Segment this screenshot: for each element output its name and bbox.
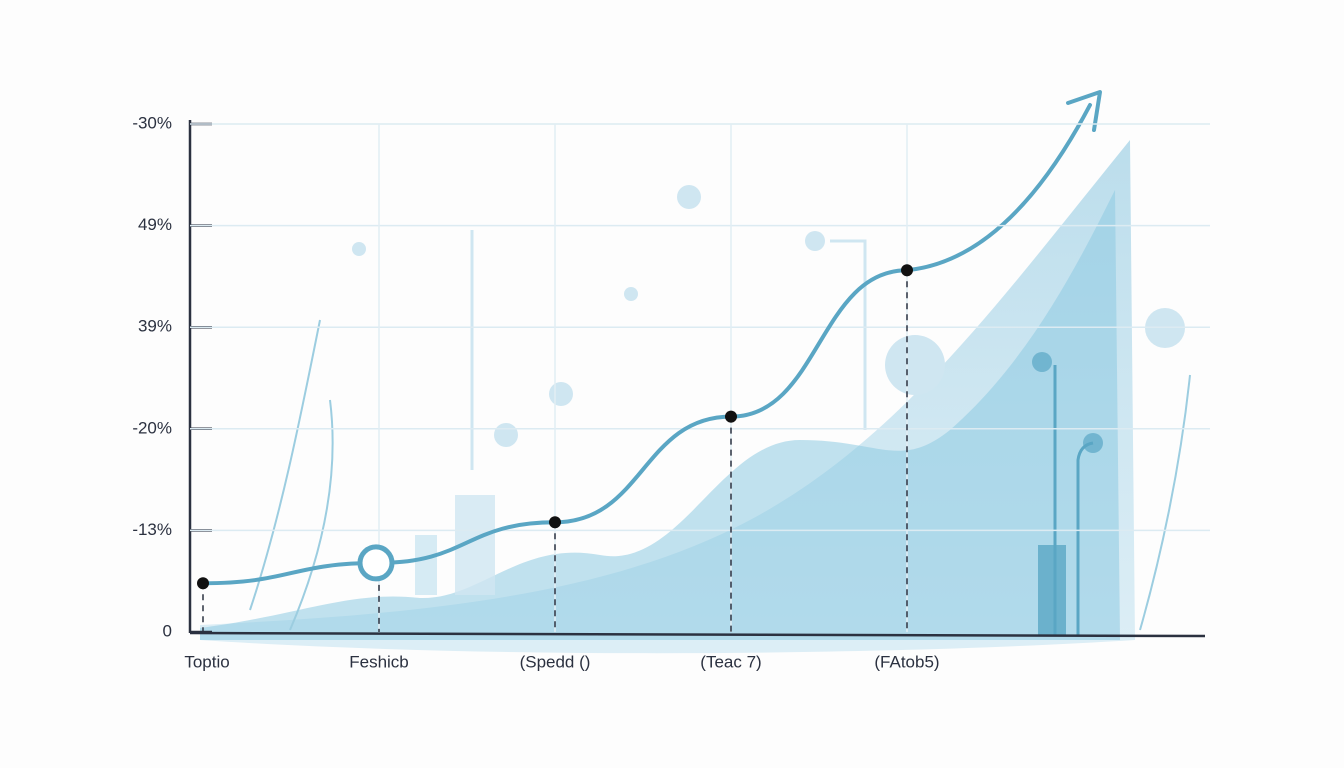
point bbox=[549, 516, 561, 529]
point bbox=[901, 264, 913, 277]
y-tick-label: 39% bbox=[138, 317, 172, 336]
trend-arrow bbox=[1066, 90, 1102, 132]
highlight-marker bbox=[357, 544, 395, 582]
trend-extension bbox=[907, 103, 1092, 272]
point bbox=[725, 410, 737, 423]
y-tick-label: 49% bbox=[138, 215, 172, 234]
decoration bbox=[200, 140, 1191, 654]
series-line bbox=[202, 268, 908, 586]
x-tick-label: (Teac 7) bbox=[700, 652, 761, 671]
x-axis bbox=[189, 631, 1206, 638]
x-tick-label: (FAtob5) bbox=[874, 652, 939, 671]
x-tick-label: (Spedd () bbox=[520, 652, 591, 671]
y-tick-label: -13% bbox=[132, 520, 172, 539]
x-tick-label: Toptio bbox=[184, 652, 229, 671]
y-tick-label: -20% bbox=[132, 418, 172, 437]
x-tick-label: Feshicb bbox=[349, 652, 409, 671]
y-tick-label: 0 bbox=[163, 621, 172, 640]
point bbox=[197, 577, 209, 590]
y-tick-label: -30% bbox=[132, 113, 172, 132]
